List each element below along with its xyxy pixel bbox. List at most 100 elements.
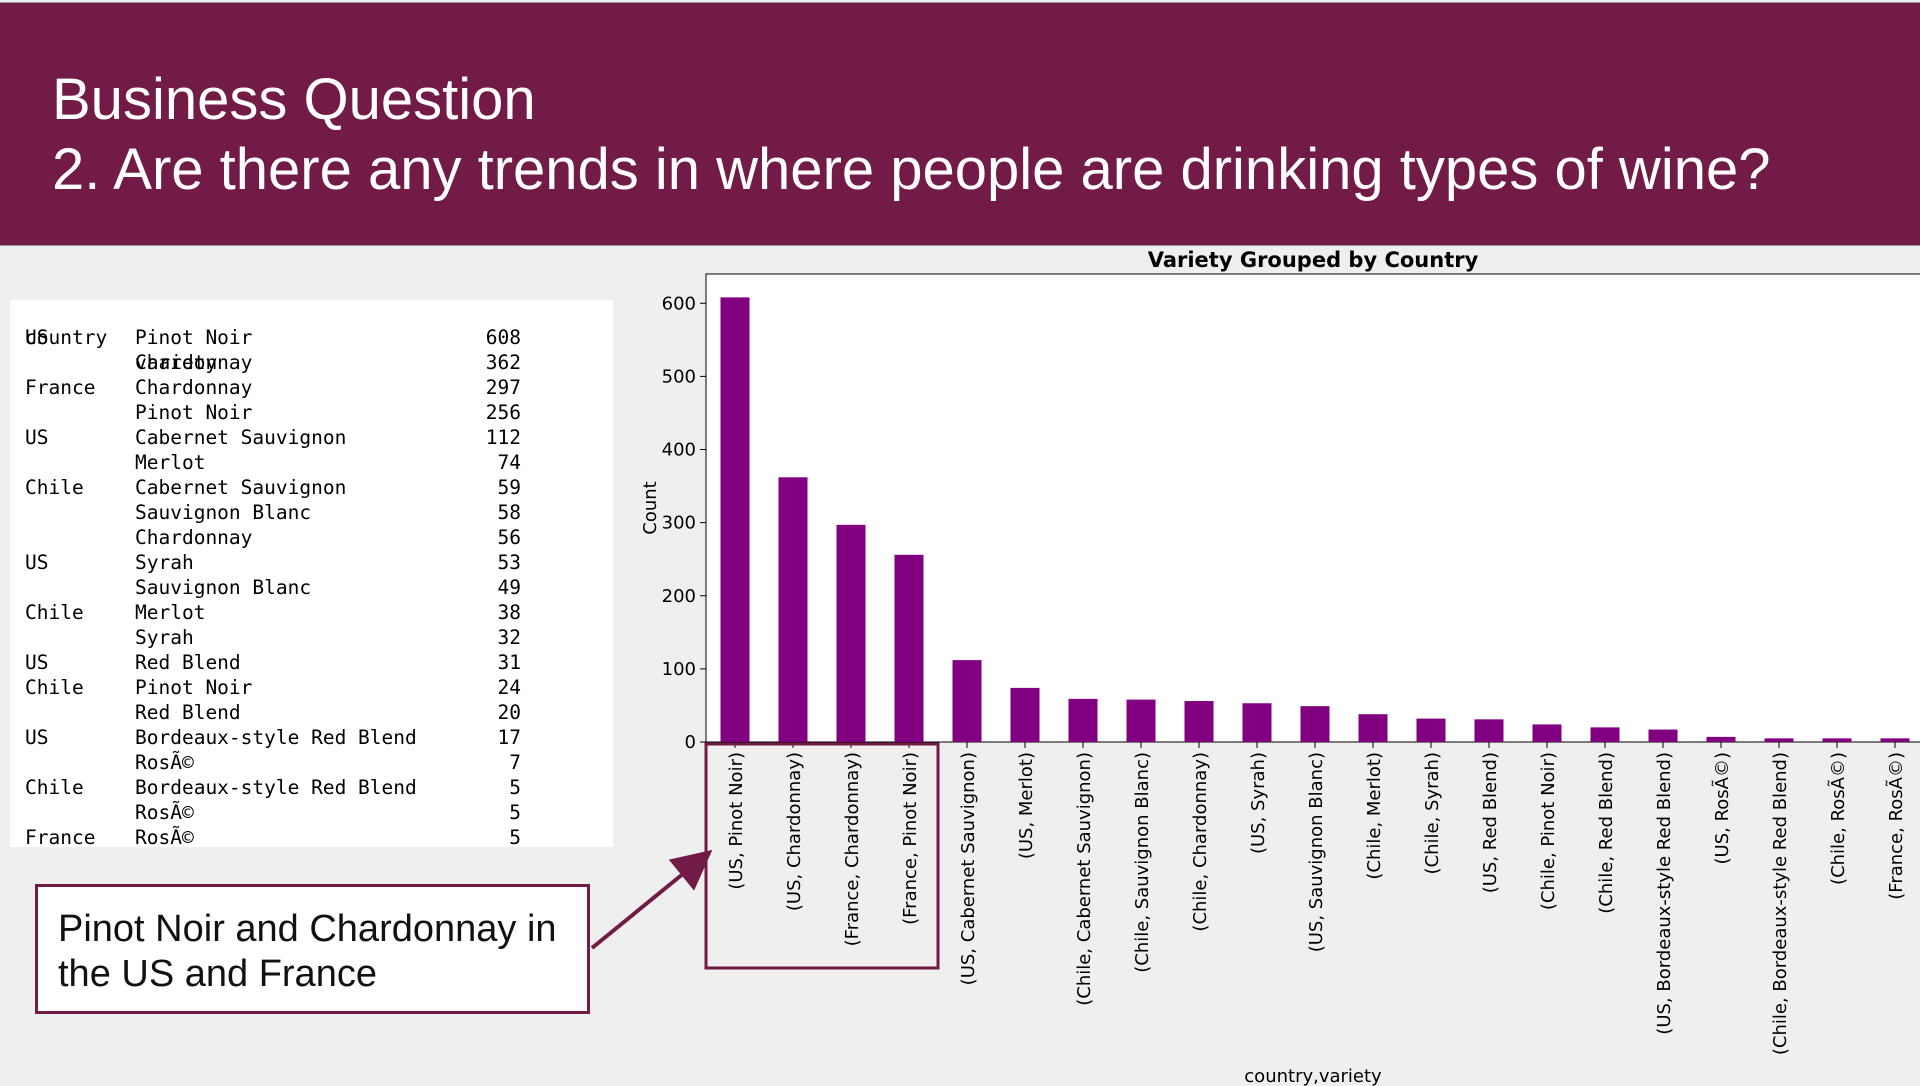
table-cell-count: 59 bbox=[497, 476, 521, 499]
y-axis-label: Count bbox=[640, 481, 661, 534]
table-cell-count: 31 bbox=[497, 651, 521, 674]
table-cell-variety: Pinot Noir bbox=[135, 326, 253, 349]
x-tick-label: (US, Bordeaux-style Red Blend) bbox=[1654, 752, 1675, 1035]
table-cell-count: 17 bbox=[497, 726, 521, 749]
table-cell-count: 38 bbox=[497, 601, 521, 624]
table-cell-variety: Chardonnay bbox=[135, 526, 253, 549]
table-cell-variety: Merlot bbox=[135, 601, 206, 624]
x-axis-label: country,variety bbox=[1244, 1066, 1382, 1086]
bar bbox=[1474, 719, 1504, 742]
bar bbox=[894, 554, 924, 742]
table-cell-variety: Red Blend bbox=[135, 701, 241, 724]
slide-header: Business Question 2. Are there any trend… bbox=[0, 2, 1920, 246]
x-tick-label: (Chile, Chardonnay) bbox=[1190, 752, 1211, 932]
y-tick-label: 600 bbox=[662, 293, 696, 314]
table-cell-count: 20 bbox=[497, 701, 521, 724]
table-cell-count: 112 bbox=[485, 426, 521, 449]
table-cell-variety: Syrah bbox=[135, 551, 194, 574]
table-cell-count: 5 bbox=[509, 776, 521, 799]
plot-area bbox=[705, 273, 1920, 743]
table-cell-variety: Bordeaux-style Red Blend bbox=[135, 726, 417, 749]
bar bbox=[1242, 703, 1272, 742]
table-cell-count: 56 bbox=[497, 526, 521, 549]
bar bbox=[1590, 727, 1620, 742]
x-tick-label: (Chile, Sauvignon Blanc) bbox=[1132, 752, 1153, 973]
table-cell-count: 362 bbox=[485, 351, 521, 374]
table-cell-variety: Cabernet Sauvignon bbox=[135, 426, 347, 449]
x-tick-label: (Chile, Pinot Noir) bbox=[1538, 752, 1559, 910]
bar bbox=[1648, 729, 1678, 742]
x-tick-label: (France, Chardonnay) bbox=[842, 752, 863, 946]
bar bbox=[1300, 706, 1330, 742]
bar bbox=[720, 297, 750, 742]
y-tick-label: 0 bbox=[685, 732, 696, 753]
bar bbox=[952, 660, 982, 742]
x-tick-label: (Chile, Cabernet Sauvignon) bbox=[1074, 752, 1095, 1006]
slide-title: Business Question bbox=[52, 67, 536, 132]
table-cell-variety: Pinot Noir bbox=[135, 676, 253, 699]
callout-text: Pinot Noir and Chardonnay in the US and … bbox=[58, 908, 557, 995]
table-cell-count: 7 bbox=[509, 751, 521, 774]
callout-box: Pinot Noir and Chardonnay in the US and … bbox=[35, 884, 590, 1014]
x-tick-label: (US, Pinot Noir) bbox=[726, 752, 747, 890]
x-tick-label: (US, Sauvignon Blanc) bbox=[1306, 752, 1327, 952]
table-cell-count: 256 bbox=[485, 401, 521, 424]
table-cell-country: France bbox=[25, 376, 96, 399]
x-tick-label: (US, Red Blend) bbox=[1480, 752, 1501, 893]
x-tick-label: (Chile, RosÃ©) bbox=[1827, 752, 1849, 885]
table-cell-country: US bbox=[25, 551, 49, 574]
table-cell-country: US bbox=[25, 326, 49, 349]
y-tick-label: 200 bbox=[662, 586, 696, 607]
table-cell-variety: Red Blend bbox=[135, 651, 241, 674]
x-tick-label: (Chile, Syrah) bbox=[1422, 752, 1443, 874]
table-cell-count: 74 bbox=[497, 451, 521, 474]
x-tick-label: (US, Cabernet Sauvignon) bbox=[958, 752, 979, 985]
x-tick-label: (Chile, Bordeaux-style Red Blend) bbox=[1770, 752, 1791, 1055]
bar bbox=[1126, 699, 1156, 742]
bar bbox=[1706, 736, 1736, 742]
y-tick-label: 300 bbox=[662, 513, 696, 534]
bar bbox=[778, 477, 808, 742]
bar-chart: Variety Grouped by Country 0 100 200 300 400 5… bbox=[640, 248, 1920, 1086]
bar bbox=[836, 524, 866, 742]
y-tick-label: 500 bbox=[662, 366, 696, 387]
table-cell-count: 5 bbox=[509, 826, 521, 849]
table-cell-country: Chile bbox=[25, 676, 84, 699]
chart-title: Variety Grouped by Country bbox=[1148, 248, 1479, 272]
x-tick-label: (US, Merlot) bbox=[1016, 752, 1037, 859]
bar bbox=[1764, 738, 1794, 742]
table-header: country variety bbox=[25, 300, 217, 374]
table-cell-count: 608 bbox=[485, 326, 521, 349]
x-tick-label: (France, RosÃ©) bbox=[1885, 752, 1907, 900]
table-cell-country: France bbox=[25, 826, 96, 849]
bar bbox=[1880, 738, 1910, 742]
table-cell-variety: Sauvignon Blanc bbox=[135, 576, 312, 599]
bar bbox=[1358, 714, 1388, 742]
table-cell-country: Chile bbox=[25, 476, 84, 499]
x-tick-label: (France, Pinot Noir) bbox=[900, 752, 921, 925]
table-cell-variety: Pinot Noir bbox=[135, 401, 253, 424]
table-cell-country: US bbox=[25, 426, 49, 449]
table-cell-count: 32 bbox=[497, 626, 521, 649]
table-cell-country: US bbox=[25, 726, 49, 749]
bar bbox=[1010, 687, 1040, 742]
table-cell-country: Chile bbox=[25, 601, 84, 624]
bar bbox=[1822, 738, 1852, 742]
table-cell-variety: Chardonnay bbox=[135, 351, 253, 374]
y-tick-label: 100 bbox=[662, 659, 696, 680]
x-tick-label: (Chile, Red Blend) bbox=[1596, 752, 1617, 914]
table-cell-count: 5 bbox=[509, 801, 521, 824]
x-tick-label: (US, RosÃ©) bbox=[1711, 752, 1733, 865]
slide-subtitle: 2. Are there any trends in where people … bbox=[52, 137, 1771, 202]
bar bbox=[1184, 701, 1214, 742]
table-cell-variety: Chardonnay bbox=[135, 376, 253, 399]
table-cell-variety: RosÃ© bbox=[135, 826, 194, 849]
data-table: country variety US Pinot Noir 608 Chardonna… bbox=[10, 300, 613, 849]
table-cell-count: 58 bbox=[497, 501, 521, 524]
bar bbox=[1068, 698, 1098, 742]
table-cell-country: Chile bbox=[25, 776, 84, 799]
table-cell-count: 297 bbox=[485, 376, 521, 399]
x-tick-label: (US, Chardonnay) bbox=[784, 752, 805, 911]
table-cell-count: 53 bbox=[497, 551, 521, 574]
y-tick-label: 400 bbox=[662, 440, 696, 461]
